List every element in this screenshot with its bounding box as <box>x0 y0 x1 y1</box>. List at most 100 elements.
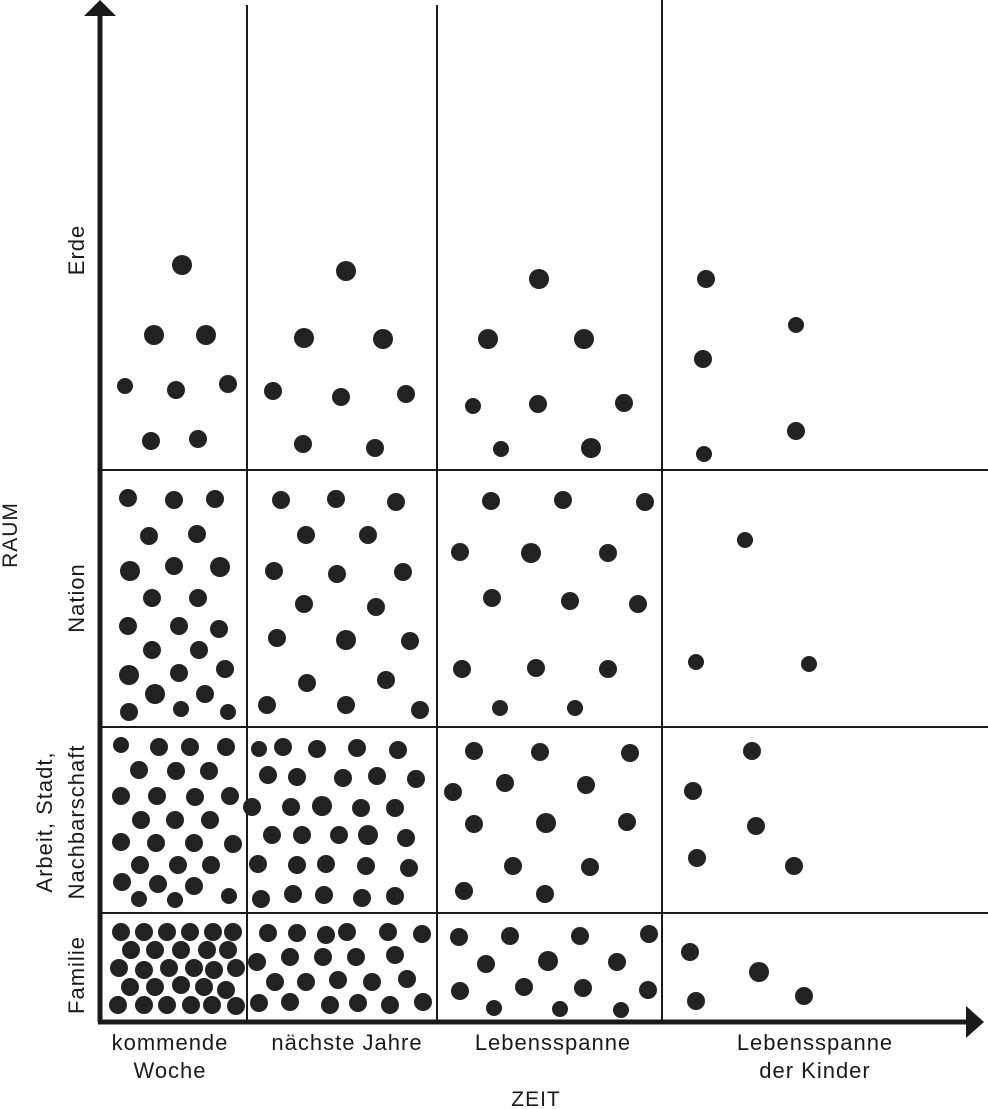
concern-dot <box>185 959 203 977</box>
concern-dot <box>529 269 549 289</box>
concern-dot <box>224 923 242 941</box>
concern-dot <box>687 992 705 1010</box>
concern-dot <box>210 620 228 638</box>
x-category-labels: kommende Woche nächste Jahre Lebensspann… <box>112 1030 893 1083</box>
concern-dot <box>312 796 332 816</box>
concern-dot <box>130 761 148 779</box>
concern-dot <box>250 994 268 1012</box>
concern-dot <box>486 1000 502 1016</box>
concern-dot <box>206 490 224 508</box>
concern-dot <box>263 826 281 844</box>
concern-dot <box>639 981 657 999</box>
concern-dot <box>274 738 292 756</box>
concern-dot <box>397 385 415 403</box>
concern-dot <box>694 350 712 368</box>
concern-dot <box>185 834 203 852</box>
concern-dot <box>411 701 429 719</box>
concern-dot <box>400 859 418 877</box>
concern-dot <box>571 927 589 945</box>
concern-dot <box>338 923 356 941</box>
concern-dot <box>160 959 178 977</box>
concern-dot <box>248 953 266 971</box>
concern-dot <box>268 629 286 647</box>
y-label-arbeit-line-2: Nachbarschaft <box>64 745 89 900</box>
concern-dot <box>131 891 147 907</box>
concern-dots <box>109 255 817 1018</box>
concern-dot <box>120 561 140 581</box>
x-label-1-line-2: Woche <box>133 1058 206 1083</box>
concern-dot <box>785 857 803 875</box>
y-category-labels: Familie Arbeit, Stadt, Nachbarschaft Nat… <box>32 225 89 1014</box>
concern-dot <box>165 557 183 575</box>
axes <box>84 0 984 1038</box>
concern-dot <box>150 738 168 756</box>
concern-dot <box>353 889 371 907</box>
concern-dot <box>387 493 405 511</box>
concern-dot <box>317 926 335 944</box>
concern-dot <box>120 703 138 721</box>
x-axis-title: ZEIT <box>511 1088 561 1109</box>
concern-dot <box>536 813 556 833</box>
concern-dot <box>182 996 200 1014</box>
concern-dot <box>531 743 549 761</box>
concern-dot <box>112 833 130 851</box>
concern-dot <box>621 744 639 762</box>
concern-dot <box>349 994 367 1012</box>
concern-dot <box>172 976 190 994</box>
concern-dot <box>348 739 366 757</box>
concern-dot <box>696 446 712 462</box>
concern-dot <box>109 996 127 1014</box>
concern-dot <box>358 825 378 845</box>
concern-dot <box>131 856 149 874</box>
concern-dot <box>203 996 221 1014</box>
concern-dot <box>221 787 239 805</box>
concern-dot <box>359 526 377 544</box>
concern-dot <box>201 811 219 829</box>
concern-dot <box>110 959 128 977</box>
concern-dot <box>737 532 753 548</box>
concern-dot <box>217 981 235 999</box>
concern-dot <box>465 398 481 414</box>
concern-dot <box>379 923 397 941</box>
concern-dot <box>288 924 306 942</box>
concern-dot <box>295 595 313 613</box>
concern-dot <box>189 430 207 448</box>
concern-dot <box>172 941 190 959</box>
concern-dot <box>688 654 704 670</box>
concern-dot <box>142 432 160 450</box>
concern-dot <box>529 395 547 413</box>
concern-dot <box>577 776 595 794</box>
grid <box>100 0 988 1022</box>
y-label-familie: Familie <box>64 936 89 1014</box>
concern-dot <box>135 996 153 1014</box>
concern-dot <box>515 978 533 996</box>
concern-dot <box>321 996 339 1014</box>
concern-dot <box>368 767 386 785</box>
concern-dot <box>219 375 237 393</box>
concern-dot <box>450 928 468 946</box>
concern-dot <box>465 742 483 760</box>
concern-dot <box>613 1002 629 1018</box>
concern-dot <box>328 565 346 583</box>
concern-dot <box>135 923 153 941</box>
concern-dot <box>444 783 462 801</box>
concern-dot <box>788 317 804 333</box>
concern-dot <box>414 993 432 1011</box>
concern-dot <box>294 435 312 453</box>
concern-dot <box>401 632 419 650</box>
concern-dot <box>574 329 594 349</box>
concern-dot <box>249 855 267 873</box>
x-label-1-line-1: kommende <box>112 1030 229 1055</box>
concern-dot <box>227 959 245 977</box>
concern-dot <box>366 439 384 457</box>
concern-dot <box>243 798 261 816</box>
concern-dot <box>697 270 715 288</box>
concern-dot <box>795 987 813 1005</box>
x-label-3: Lebensspanne <box>475 1030 631 1055</box>
concern-dot <box>314 948 332 966</box>
concern-dot <box>581 858 599 876</box>
concern-dot <box>144 325 164 345</box>
concern-dot <box>567 700 583 716</box>
concern-dot <box>122 941 140 959</box>
